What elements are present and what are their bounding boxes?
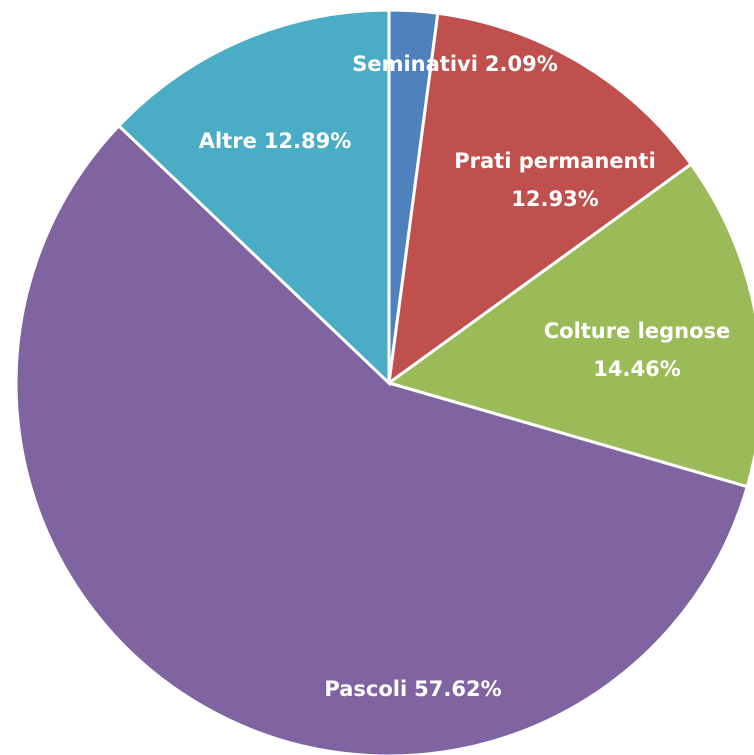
label-value: 2.09% bbox=[485, 52, 558, 76]
label-value: 14.46% bbox=[593, 357, 680, 381]
data-label: Pascoli 57.62% bbox=[324, 677, 501, 701]
label-name: Colture legnose bbox=[544, 319, 731, 343]
pie-slice bbox=[116, 8, 391, 387]
label-name: Prati permanenti bbox=[454, 149, 656, 173]
data-label: Seminativi 2.09% bbox=[352, 52, 558, 76]
pie-slice bbox=[14, 123, 750, 755]
data-label: Colture legnose 14.46% bbox=[544, 319, 731, 381]
label-value: 57.62% bbox=[414, 677, 501, 701]
pie-slice bbox=[387, 11, 694, 387]
data-label: Altre 12.89% bbox=[199, 129, 352, 153]
data-label: Prati permanenti 12.93% bbox=[454, 149, 656, 211]
label-value: 12.93% bbox=[511, 187, 598, 211]
label-name: Altre bbox=[199, 129, 257, 153]
pie-slice bbox=[385, 162, 754, 489]
label-name: Pascoli bbox=[324, 677, 407, 701]
label-name: Seminativi bbox=[352, 52, 478, 76]
label-value: 12.89% bbox=[264, 129, 351, 153]
